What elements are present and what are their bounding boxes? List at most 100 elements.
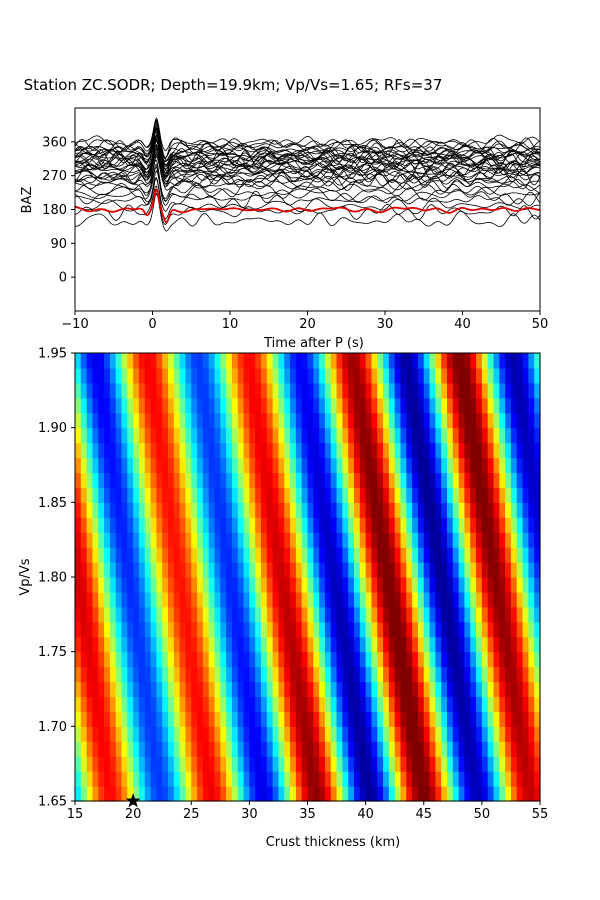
heatmap-cell <box>359 502 367 518</box>
heatmap-cell <box>464 397 471 414</box>
heatmap-cell <box>272 696 280 712</box>
heatmap-cell <box>307 621 314 638</box>
heatmap-cell <box>231 696 239 712</box>
heatmap-cell <box>278 353 285 369</box>
heatmap-cell <box>499 353 506 369</box>
heatmap-cell <box>284 562 291 578</box>
heatmap-cell <box>202 487 210 503</box>
heatmap-cell <box>133 353 140 369</box>
heatmap-cell <box>138 756 146 772</box>
heatmap-cell <box>272 666 280 683</box>
heatmap-cell <box>261 397 268 414</box>
heatmap-cell <box>261 771 268 787</box>
heatmap-cell <box>231 756 239 772</box>
heatmap-cell <box>336 427 343 444</box>
heatmap-cell <box>493 487 500 503</box>
heatmap-cell <box>133 532 140 548</box>
heatmap-cell <box>348 457 355 474</box>
heatmap-cell <box>144 547 152 563</box>
heatmap-cell <box>476 502 483 518</box>
heatmap-cell <box>150 621 157 638</box>
heatmap-cell <box>191 412 198 429</box>
heatmap-cell <box>423 756 431 772</box>
top-x-tick-label: 30 <box>377 317 394 332</box>
heatmap-cell <box>516 651 524 668</box>
heatmap-cell <box>324 412 332 429</box>
heatmap-cell <box>278 412 285 429</box>
heatmap-cell <box>133 651 140 668</box>
heatmap-cell <box>516 681 524 698</box>
heatmap-cell <box>226 786 233 802</box>
heatmap-cell <box>301 726 309 742</box>
heatmap-cell <box>173 741 181 757</box>
heatmap-cell <box>417 651 425 668</box>
heatmap-cell <box>435 726 442 742</box>
heatmap-cell <box>394 771 402 787</box>
heatmap-cell <box>278 606 285 623</box>
heatmap-cell <box>336 696 343 712</box>
heatmap-cell <box>377 442 384 459</box>
heatmap-cell <box>208 726 216 742</box>
heatmap-cell <box>202 681 210 698</box>
heatmap-cell <box>365 666 373 683</box>
heatmap-cell <box>406 577 413 593</box>
heatmap-cell <box>197 726 204 742</box>
heatmap-y-tick-label: 1.80 <box>38 571 67 586</box>
heatmap-cell <box>243 621 250 638</box>
heatmap-cell <box>510 457 518 474</box>
heatmap-cell <box>266 382 274 399</box>
heatmap-cell <box>197 621 204 638</box>
heatmap-cell <box>156 532 163 548</box>
heatmap-cell <box>522 367 529 384</box>
heatmap-cell <box>220 577 227 593</box>
heatmap-cell <box>301 502 309 518</box>
heatmap-cell <box>179 397 187 414</box>
heatmap-cell <box>388 382 396 399</box>
heatmap-x-tick-label: 55 <box>532 807 549 822</box>
heatmap-cell <box>115 442 123 459</box>
heatmap-cell <box>237 771 245 787</box>
heatmap-cell <box>406 786 413 802</box>
heatmap-cell <box>144 577 152 593</box>
heatmap-cell <box>406 472 413 488</box>
heatmap-cell <box>458 547 466 563</box>
heatmap-cell <box>295 651 303 668</box>
heatmap-cell <box>417 681 425 698</box>
heatmap-cell <box>452 547 460 563</box>
heatmap-cell <box>144 771 152 787</box>
heatmap-cell <box>534 412 541 429</box>
heatmap-cell <box>481 577 489 593</box>
heatmap-cell <box>324 741 332 757</box>
heatmap-cell <box>168 771 175 787</box>
heatmap-cell <box>104 711 111 727</box>
heatmap-cell <box>243 711 250 727</box>
heatmap-cell <box>226 741 233 757</box>
heatmap-cell <box>197 457 204 474</box>
heatmap-cell <box>197 591 204 608</box>
heatmap-cell <box>185 547 192 563</box>
heatmap-cell <box>324 666 332 683</box>
heatmap-cell <box>237 562 245 578</box>
heatmap-cell <box>168 472 175 488</box>
heatmap-cell <box>534 606 541 623</box>
heatmap-cell <box>476 786 483 802</box>
heatmap-cell <box>249 756 256 772</box>
heatmap-cell <box>452 636 460 653</box>
heatmap-cell <box>86 577 94 593</box>
heatmap-cell <box>168 696 175 712</box>
heatmap-cell <box>92 427 99 444</box>
heatmap-cell <box>80 621 88 638</box>
heatmap-cell <box>447 636 454 653</box>
heatmap-cell <box>266 397 274 414</box>
heatmap-cell <box>406 636 413 653</box>
heatmap-cell <box>388 741 396 757</box>
heatmap-cell <box>249 591 256 608</box>
heatmap-cell <box>505 382 512 399</box>
heatmap-cell <box>319 651 326 668</box>
heatmap-cell <box>458 741 466 757</box>
heatmap-cell <box>417 427 425 444</box>
heatmap-cell <box>75 397 82 414</box>
heatmap-cell <box>261 562 268 578</box>
heatmap-cell <box>255 771 262 787</box>
heatmap-cell <box>92 636 99 653</box>
